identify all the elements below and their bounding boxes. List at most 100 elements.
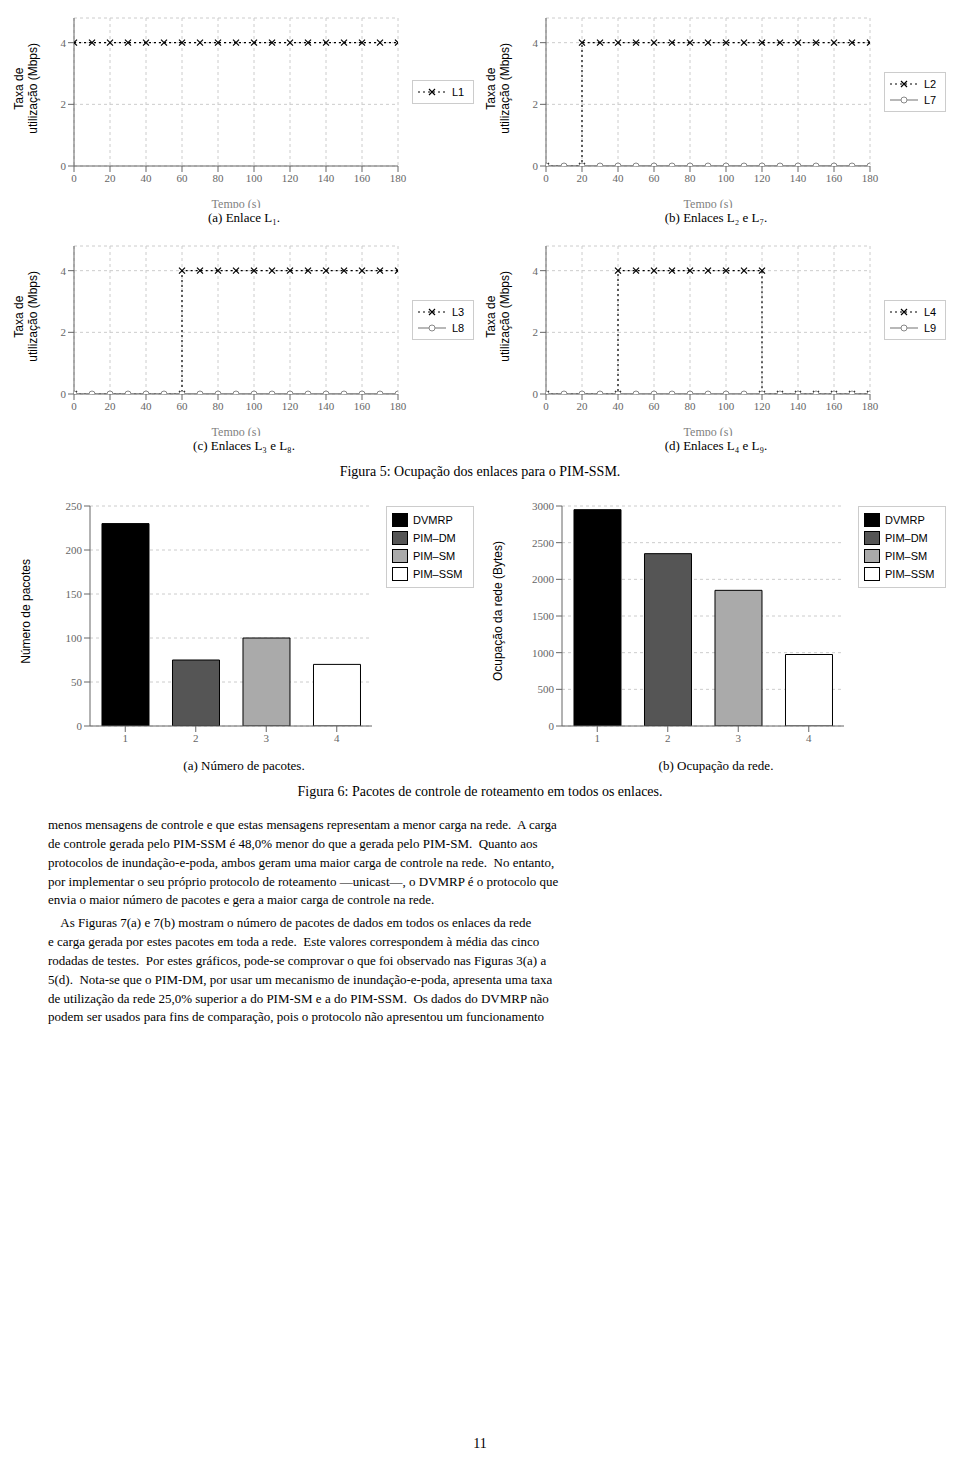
svg-text:0: 0	[549, 720, 555, 732]
svg-text:1: 1	[123, 732, 129, 744]
svg-text:60: 60	[177, 172, 189, 184]
svg-text:3000: 3000	[532, 500, 555, 512]
svg-text:4: 4	[533, 37, 539, 49]
html-text:menos mensagens de controle e: menos mensagens de controle e que estas …	[48, 817, 559, 908]
svg-text:120: 120	[282, 172, 299, 184]
svg-text:160: 160	[354, 172, 371, 184]
svg-text:0: 0	[77, 720, 83, 732]
svg-text:1: 1	[595, 732, 601, 744]
html-text:Figura 6: Pacotes de controle: Figura 6: Pacotes de controle de roteame…	[297, 784, 663, 799]
svg-text:140: 140	[318, 172, 335, 184]
svg-text:80: 80	[213, 172, 225, 184]
svg-text:Tempo (s): Tempo (s)	[684, 425, 733, 436]
html-text:Figura 5: Ocupação dos enlaces: Figura 5: Ocupação dos enlaces para o PI…	[339, 464, 621, 479]
html-text:(a) Enlace L₁.: (a) Enlace L₁.	[208, 210, 280, 225]
svg-text:1500: 1500	[532, 610, 555, 622]
svg-text:1000: 1000	[532, 647, 555, 659]
svg-text:2: 2	[533, 98, 539, 110]
svg-text:Tempo (s): Tempo (s)	[212, 197, 261, 208]
svg-text:2500: 2500	[532, 537, 555, 549]
svg-text:2: 2	[61, 326, 67, 338]
html-text:(b) Enlaces L₂ e L₇.: (b) Enlaces L₂ e L₇.	[664, 210, 768, 225]
svg-text:160: 160	[826, 172, 843, 184]
html-text:Taxa de utilização (Mbps): Taxa de utilização (Mbps)	[483, 270, 512, 362]
svg-text:140: 140	[318, 400, 335, 412]
svg-text:0: 0	[61, 388, 67, 400]
html-text:Taxa de utilização (Mbps): Taxa de utilização (Mbps)	[11, 42, 40, 134]
svg-text:0: 0	[543, 400, 549, 412]
svg-text:140: 140	[790, 400, 807, 412]
svg-text:3: 3	[736, 732, 742, 744]
html-text:L3: L3	[452, 306, 465, 318]
svg-text:100: 100	[718, 172, 735, 184]
html-text:L4: L4	[924, 306, 937, 318]
svg-text:100: 100	[246, 400, 263, 412]
svg-text:160: 160	[826, 400, 843, 412]
svg-text:2: 2	[665, 732, 671, 744]
svg-text:120: 120	[754, 400, 771, 412]
svg-text:40: 40	[141, 172, 153, 184]
svg-text:150: 150	[66, 588, 83, 600]
svg-text:20: 20	[105, 400, 117, 412]
svg-text:180: 180	[390, 400, 407, 412]
svg-text:60: 60	[649, 400, 661, 412]
svg-text:180: 180	[862, 172, 879, 184]
svg-text:100: 100	[66, 632, 83, 644]
svg-text:2000: 2000	[532, 573, 555, 585]
svg-text:160: 160	[354, 400, 371, 412]
svg-text:2: 2	[193, 732, 199, 744]
html-text:L2: L2	[924, 78, 937, 90]
svg-text:200: 200	[66, 544, 83, 556]
html-text:L7: L7	[924, 94, 937, 106]
svg-text:Tempo (s): Tempo (s)	[684, 197, 733, 208]
svg-text:120: 120	[754, 172, 771, 184]
svg-text:40: 40	[613, 172, 625, 184]
svg-text:0: 0	[61, 160, 67, 172]
svg-text:4: 4	[61, 265, 67, 277]
html-text:(d) Enlaces L₄ e L₉.: (d) Enlaces L₄ e L₉.	[664, 438, 768, 453]
html-text:L1: L1	[452, 86, 465, 98]
svg-text:20: 20	[577, 172, 589, 184]
svg-text:120: 120	[282, 400, 299, 412]
svg-text:180: 180	[862, 400, 879, 412]
svg-text:2: 2	[61, 98, 67, 110]
html-text:Número de pacotes: Número de pacotes	[18, 558, 33, 664]
svg-text:0: 0	[533, 388, 539, 400]
svg-text:0: 0	[543, 172, 549, 184]
svg-text:4: 4	[806, 732, 812, 744]
svg-text:0: 0	[533, 160, 539, 172]
svg-text:180: 180	[390, 172, 407, 184]
html-text:(a) Número de pacotes.: (a) Número de pacotes.	[183, 758, 305, 773]
svg-text:4: 4	[533, 265, 539, 277]
svg-text:4: 4	[61, 37, 67, 49]
svg-text:60: 60	[649, 172, 661, 184]
svg-text:0: 0	[71, 400, 77, 412]
svg-text:20: 20	[105, 172, 117, 184]
html-text:11: 11	[473, 1436, 487, 1451]
svg-text:Tempo (s): Tempo (s)	[212, 425, 261, 436]
svg-text:60: 60	[177, 400, 189, 412]
svg-text:500: 500	[538, 683, 555, 695]
html-text:As Figuras 7(a) e 7(b) mostram: As Figuras 7(a) e 7(b) mostram o número …	[48, 915, 553, 1025]
html-text:Ocupação da rede (Bytes): Ocupação da rede (Bytes)	[490, 541, 505, 681]
html-text:Taxa de utilização (Mbps): Taxa de utilização (Mbps)	[483, 42, 512, 134]
svg-text:80: 80	[685, 400, 697, 412]
svg-text:3: 3	[264, 732, 270, 744]
svg-text:0: 0	[71, 172, 77, 184]
svg-text:80: 80	[685, 172, 697, 184]
svg-text:140: 140	[790, 172, 807, 184]
html-text:(b) Ocupação da rede.: (b) Ocupação da rede.	[658, 758, 774, 773]
html-text:(c) Enlaces L₃ e L₈.: (c) Enlaces L₃ e L₈.	[193, 438, 295, 453]
svg-text:250: 250	[66, 500, 83, 512]
svg-text:20: 20	[577, 400, 589, 412]
svg-text:50: 50	[71, 676, 83, 688]
svg-text:4: 4	[334, 732, 340, 744]
html-text:Taxa de utilização (Mbps): Taxa de utilização (Mbps)	[11, 270, 40, 362]
svg-text:40: 40	[141, 400, 153, 412]
svg-text:100: 100	[718, 400, 735, 412]
svg-text:2: 2	[533, 326, 539, 338]
svg-text:40: 40	[613, 400, 625, 412]
svg-text:80: 80	[213, 400, 225, 412]
html-text:L8: L8	[452, 322, 465, 334]
svg-text:100: 100	[246, 172, 263, 184]
